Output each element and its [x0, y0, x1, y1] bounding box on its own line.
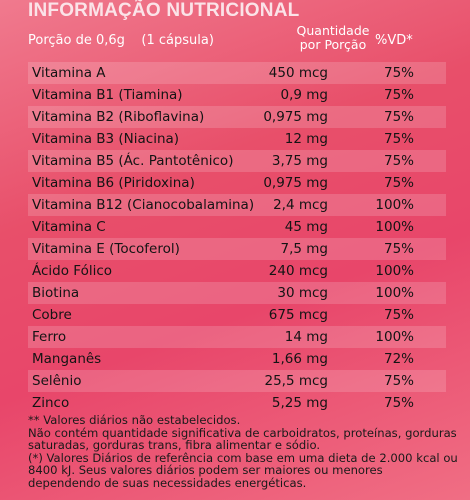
nutrient-name: Selênio: [32, 373, 82, 389]
nutrient-daily-value: 72%: [383, 351, 414, 367]
nutrient-daily-value: 75%: [383, 153, 414, 169]
table-row: Vitamina B12 (Cianocobalamina) 2,4 mcg 100…: [28, 194, 446, 216]
nutrient-daily-value: 100%: [375, 285, 414, 301]
nutrient-daily-value: 75%: [383, 87, 414, 103]
nutrient-name: Vitamina B3 (Niacina): [32, 131, 180, 147]
nutrient-daily-value: 75%: [383, 373, 414, 389]
table-row: Vitamina A 450 mcg 75%: [28, 62, 446, 84]
table-row: Vitamina C 45 mg 100%: [28, 216, 446, 238]
table-row: Manganês 1,66 mg 72%: [28, 348, 446, 370]
nutrient-quantity: 5,25 mg: [271, 395, 328, 411]
nutrient-quantity: 0,975 mg: [263, 109, 328, 125]
nutrient-daily-value: 100%: [375, 263, 414, 279]
nutrient-quantity: 45 mg: [284, 219, 328, 235]
table-row: Zinco 5,25 mg 75%: [28, 392, 446, 414]
nutrient-daily-value: 75%: [383, 307, 414, 323]
nutrient-quantity: 0,9 mg: [280, 87, 328, 103]
footnotes: ** Valores diários não estabelecidos. Nã…: [28, 414, 458, 490]
quantity-header-line2: por Porção: [299, 37, 367, 52]
nutrient-quantity: 7,5 mg: [280, 241, 328, 257]
table-header: Porção de 0,6g (1 cápsula) Quantidade po…: [28, 24, 446, 58]
footnote-no-significant: Não contém quantidade significativa de c…: [28, 425, 457, 453]
nutrient-daily-value: 100%: [375, 329, 414, 345]
table-row: Vitamina B5 (Ác. Pantotênico) 3,75 mg 75%: [28, 150, 446, 172]
nutrient-name: Ferro: [32, 329, 67, 345]
nutrient-name: Vitamina B6 (Piridoxina): [32, 175, 195, 191]
nutrient-daily-value: 100%: [375, 197, 414, 213]
nutrient-quantity: 12 mg: [284, 131, 328, 147]
nutrient-name: Ácido Fólico: [32, 263, 113, 279]
nutrient-daily-value: 75%: [383, 241, 414, 257]
table-row: Vitamina B3 (Niacina) 12 mg 75%: [28, 128, 446, 150]
table-row: Vitamina B2 (Riboflavina) 0,975 mg 75%: [28, 106, 446, 128]
nutrient-name: Vitamina E (Tocoferol): [32, 241, 180, 257]
nutrient-name: Vitamina B2 (Riboflavina): [32, 109, 205, 125]
nutrient-name: Zinco: [32, 395, 70, 411]
nutrient-daily-value: 75%: [383, 131, 414, 147]
table-row: Vitamina B1 (Tiamina) 0,9 mg 75%: [28, 84, 446, 106]
nutrient-daily-value: 100%: [375, 219, 414, 235]
quantity-header-line1: Quantidade: [296, 23, 370, 38]
nutrient-quantity: 14 mg: [284, 329, 328, 345]
nutrient-daily-value: 75%: [383, 109, 414, 125]
table-row: Ferro 14 mg 100%: [28, 326, 446, 348]
nutrient-name: Cobre: [32, 307, 72, 323]
nutrient-quantity: 2,4 mcg: [273, 197, 328, 213]
table-row: Selênio 25,5 mcg 75%: [28, 370, 446, 392]
nutrient-quantity: 0,975 mg: [263, 175, 328, 191]
nutrient-daily-value: 75%: [383, 395, 414, 411]
table-row: Vitamina B6 (Piridoxina) 0,975 mg 75%: [28, 172, 446, 194]
nutrient-name: Vitamina A: [32, 65, 106, 81]
quantity-column-header: Quantidade por Porção: [286, 24, 380, 52]
table-row: Cobre 675 mcg 75%: [28, 304, 446, 326]
nutrient-quantity: 1,66 mg: [271, 351, 328, 367]
nutrient-quantity: 25,5 mcg: [264, 373, 329, 389]
nutrient-quantity: 450 mcg: [268, 65, 328, 81]
portion-label: Porção de 0,6g (1 cápsula): [28, 33, 214, 48]
footnote-daily-values: (*) Valores Diários de referência com ba…: [28, 450, 458, 490]
table-row: Vitamina E (Tocoferol) 7,5 mg 75%: [28, 238, 446, 260]
vd-column-header: %VD*: [375, 33, 413, 48]
nutrient-daily-value: 75%: [383, 175, 414, 191]
nutrient-name: Vitamina B12 (Cianocobalamina): [32, 197, 255, 213]
nutrient-name: Vitamina B5 (Ác. Pantotênico): [32, 153, 234, 169]
nutrient-daily-value: 75%: [383, 65, 414, 81]
nutrient-name: Biotina: [32, 285, 80, 301]
nutrient-quantity: 3,75 mg: [271, 153, 328, 169]
nutrient-name: Manganês: [32, 351, 102, 367]
nutrition-table: Vitamina A 450 mcg 75% Vitamina B1 (Tiamina…: [28, 62, 446, 414]
nutrient-quantity: 240 mcg: [268, 263, 328, 279]
nutrient-quantity: 675 mcg: [268, 307, 328, 323]
page-title: INFORMAÇÃO NUTRICIONAL: [28, 0, 300, 21]
table-row: Biotina 30 mcg 100%: [28, 282, 446, 304]
footnote-not-established: ** Valores diários não estabelecidos.: [28, 413, 241, 427]
nutrient-quantity: 30 mcg: [277, 285, 328, 301]
nutrient-name: Vitamina C: [32, 219, 106, 235]
table-row: Ácido Fólico 240 mcg 100%: [28, 260, 446, 282]
nutrient-name: Vitamina B1 (Tiamina): [32, 87, 183, 103]
